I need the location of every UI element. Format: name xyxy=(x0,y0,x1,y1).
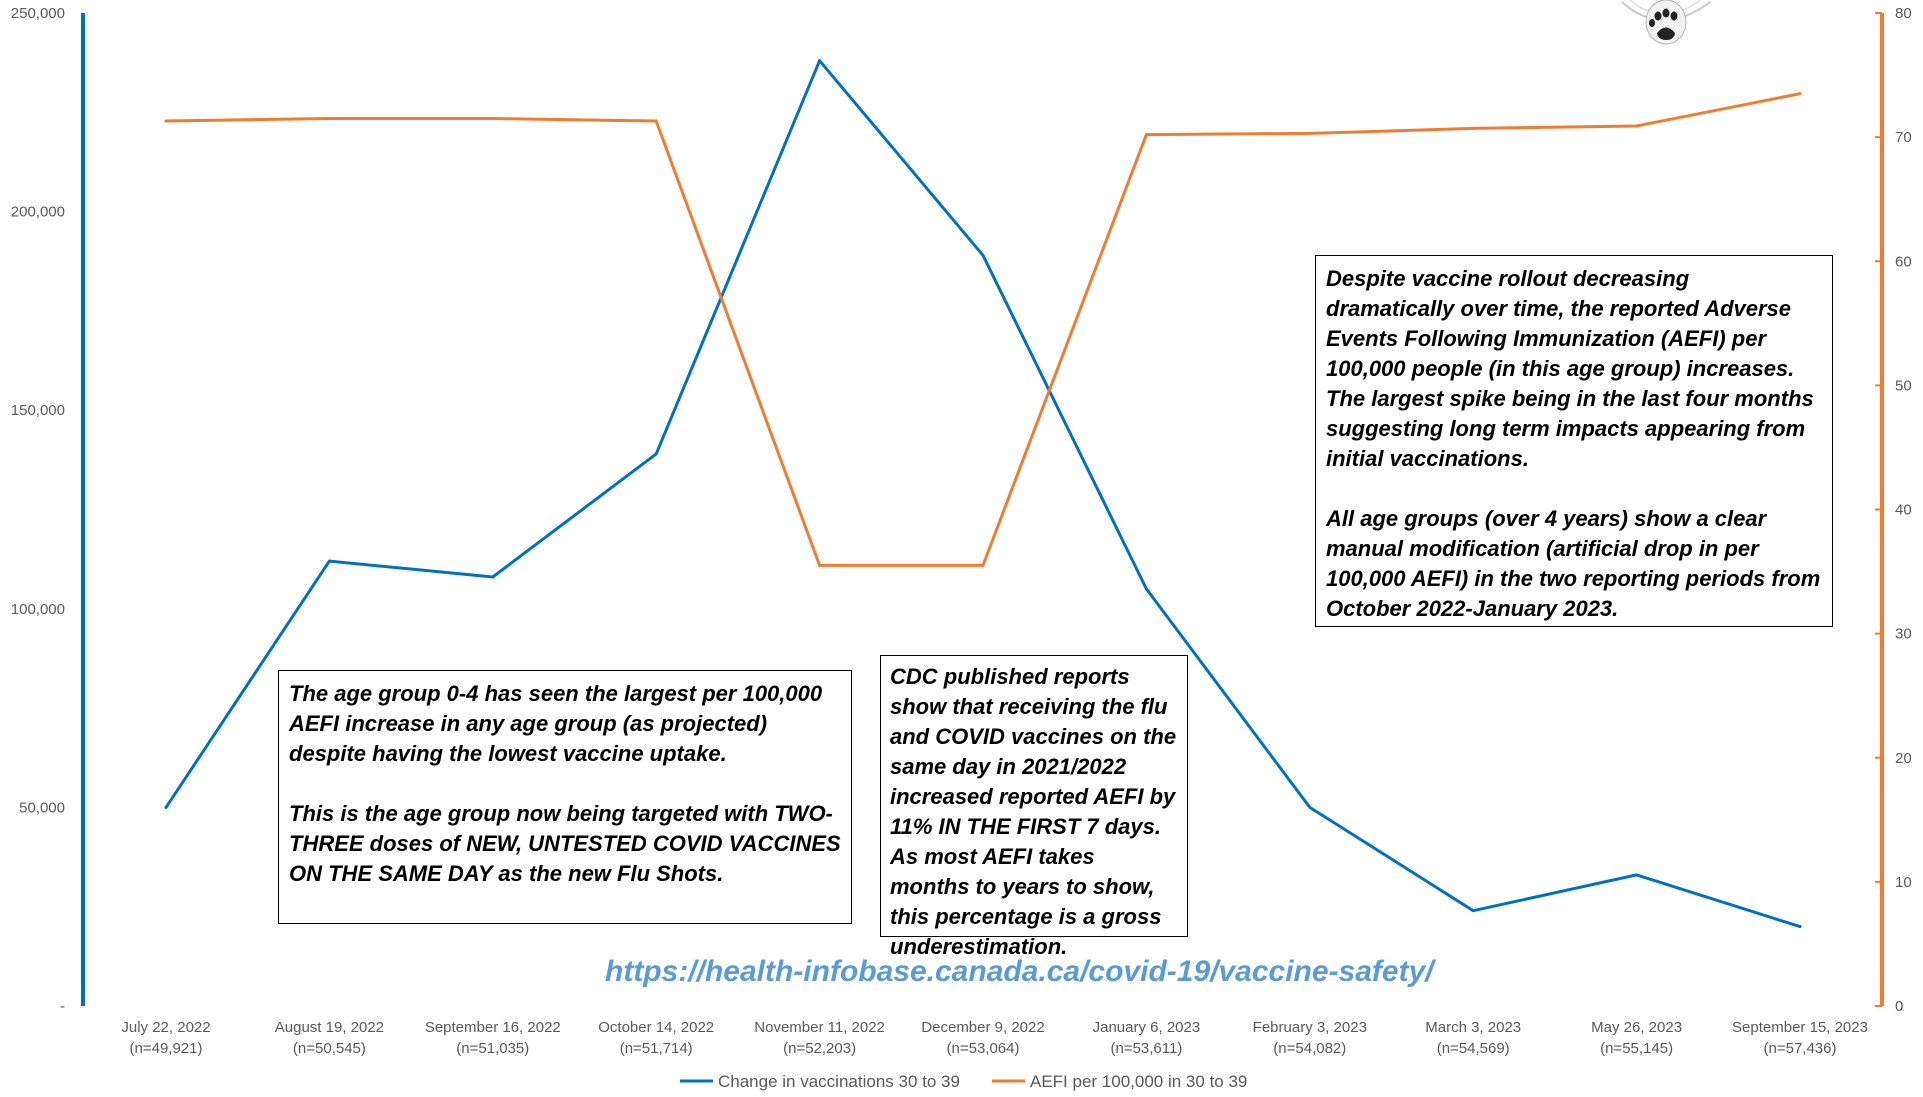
x-axis-tick-label: July 22, 2022 xyxy=(121,1019,210,1036)
x-axis-tick-count: (n=57,436) xyxy=(1764,1040,1837,1057)
x-axis-tick-label: October 14, 2022 xyxy=(598,1019,714,1036)
left-annotation: The age group 0-4 has seen the largest p… xyxy=(278,670,852,924)
series-1-point xyxy=(1308,805,1312,809)
series-2-point xyxy=(164,119,168,123)
middle-annotation-paragraph: CDC published reports show that receivin… xyxy=(890,664,1177,959)
series-2-point xyxy=(818,563,822,567)
right-axis-tick-label: 50 xyxy=(1895,377,1912,394)
series-1-point xyxy=(981,253,985,257)
x-axis-tick-label: November 11, 2022 xyxy=(754,1019,885,1036)
paw-print-icon xyxy=(1612,0,1722,48)
series-2-point xyxy=(654,119,658,123)
left-annotation-paragraph-1: The age group 0-4 has seen the largest p… xyxy=(289,681,823,766)
left-axis-tick-label: - xyxy=(60,998,65,1015)
series-1-point xyxy=(1471,909,1475,913)
series-2-point xyxy=(1308,131,1312,135)
left-axis-tick-label: 100,000 xyxy=(11,601,65,618)
top-right-annotation-paragraph-2: All age groups (over 4 years) show a cle… xyxy=(1326,506,1821,621)
left-axis-tick-label: 150,000 xyxy=(11,402,65,419)
x-axis-tick-label: December 9, 2022 xyxy=(921,1019,1044,1036)
x-axis-tick-label: January 6, 2023 xyxy=(1093,1019,1201,1036)
series-layer xyxy=(164,59,1802,929)
series-2-point xyxy=(1144,133,1148,137)
top-right-annotation: Despite vaccine rollout decreasing drama… xyxy=(1315,255,1833,627)
right-axis-tick-label: 20 xyxy=(1895,750,1912,767)
right-axis-tick-label: 10 xyxy=(1895,874,1912,891)
series-1-point xyxy=(491,575,495,579)
x-axis-tick-count: (n=54,569) xyxy=(1437,1040,1510,1057)
x-axis-tick-count: (n=52,203) xyxy=(783,1040,856,1057)
series-2-point xyxy=(1471,126,1475,130)
x-axis-tick-label: February 3, 2023 xyxy=(1253,1019,1367,1036)
legend-label-1: Change in vaccinations 30 to 39 xyxy=(718,1072,960,1091)
right-y-axis: 0 10 20 30 40 50 60 70 80 xyxy=(1875,5,1912,1015)
series-2-point xyxy=(1798,92,1802,96)
series-2-point xyxy=(1635,124,1639,128)
x-axis: July 22, 2022 (n=49,921) August 19, 2022 (n… xyxy=(121,1019,1868,1057)
x-axis-tick-label: May 26, 2023 xyxy=(1591,1019,1682,1036)
right-axis-tick-label: 30 xyxy=(1895,626,1912,643)
right-axis-tick-label: 60 xyxy=(1895,253,1912,270)
left-axis-tick-label: 50,000 xyxy=(19,799,65,816)
x-axis-tick-count: (n=54,082) xyxy=(1273,1040,1346,1057)
series-1-point xyxy=(1635,873,1639,877)
x-axis-tick-label: March 3, 2023 xyxy=(1425,1019,1521,1036)
left-axis-tick-label: 200,000 xyxy=(11,204,65,221)
series-2-point xyxy=(491,117,495,121)
x-axis-tick-label: September 16, 2022 xyxy=(425,1019,561,1036)
series-1-point xyxy=(818,59,822,63)
x-axis-tick-label: August 19, 2022 xyxy=(275,1019,384,1036)
series-1-point xyxy=(654,452,658,456)
x-axis-tick-label: September 15, 2023 xyxy=(1732,1019,1868,1036)
top-right-annotation-paragraph-1: Despite vaccine rollout decreasing drama… xyxy=(1326,266,1814,471)
series-1-point xyxy=(164,805,168,809)
right-axis-tick-label: 80 xyxy=(1895,5,1912,22)
x-axis-tick-count: (n=51,714) xyxy=(620,1040,693,1057)
source-url[interactable]: https://health-infobase.canada.ca/covid-… xyxy=(605,955,1434,988)
right-axis-tick-label: 0 xyxy=(1895,998,1903,1015)
x-axis-tick-count: (n=50,545) xyxy=(293,1040,366,1057)
left-annotation-paragraph-2: This is the age group now being targeted… xyxy=(289,801,841,886)
right-axis-tick-label: 40 xyxy=(1895,502,1912,519)
middle-annotation: CDC published reports show that receivin… xyxy=(880,655,1188,959)
x-axis-tick-count: (n=53,064) xyxy=(947,1040,1020,1057)
left-y-axis: - 50,000 100,000 150,000 200,000 250,000 xyxy=(11,5,85,1015)
left-axis-tick-label: 250,000 xyxy=(11,5,65,22)
legend: Change in vaccinations 30 to 39 AEFI per … xyxy=(680,1072,1247,1091)
series-2-point xyxy=(981,563,985,567)
right-axis-tick-label: 70 xyxy=(1895,129,1912,146)
series-1-point xyxy=(1144,587,1148,591)
series-2-point xyxy=(327,117,331,121)
x-axis-tick-count: (n=53,611) xyxy=(1110,1040,1182,1057)
series-1-point xyxy=(327,559,331,563)
series-1-point xyxy=(1798,925,1802,929)
legend-label-2: AEFI per 100,000 in 30 to 39 xyxy=(1030,1072,1247,1091)
x-axis-tick-count: (n=49,921) xyxy=(130,1040,203,1057)
x-axis-tick-count: (n=55,145) xyxy=(1600,1040,1673,1057)
x-axis-tick-count: (n=51,035) xyxy=(456,1040,529,1057)
